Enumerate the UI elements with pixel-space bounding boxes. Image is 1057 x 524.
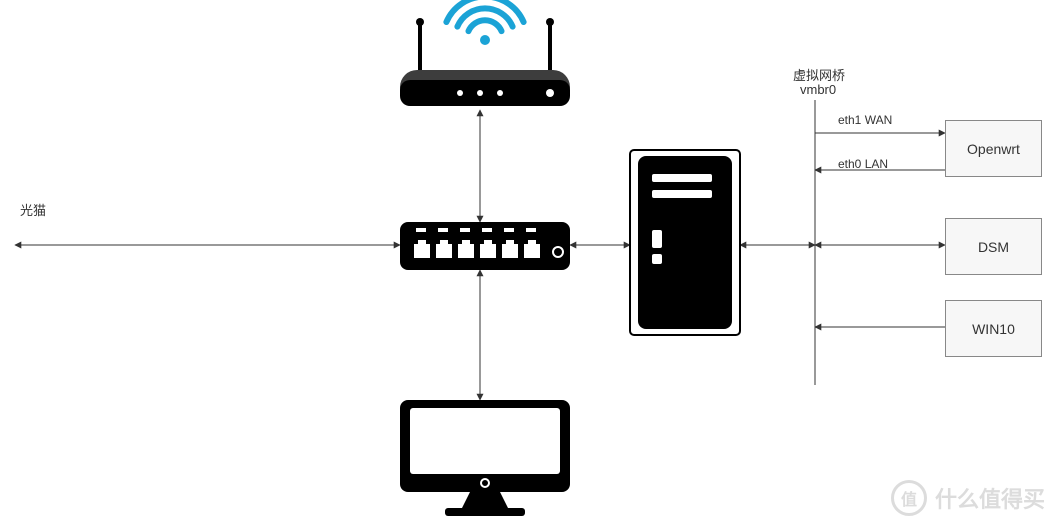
watermark-text: 什么值得买	[935, 482, 1045, 514]
watermark: 值 什么值得买	[891, 480, 1045, 516]
watermark-badge-icon: 值	[891, 480, 927, 516]
vm-label-dsm: DSM	[978, 239, 1009, 255]
vm-label-win10: WIN10	[972, 321, 1015, 337]
monitor-icon	[400, 400, 570, 516]
eth1-label: eth1 WAN	[838, 113, 892, 127]
tower-pc-icon	[630, 150, 740, 335]
bridge-title-2: vmbr0	[800, 82, 836, 97]
wireless-router-icon	[400, 0, 570, 106]
switch-icon	[400, 222, 570, 270]
vm-label-openwrt: Openwrt	[967, 141, 1020, 157]
vm-box-win10: WIN10	[945, 300, 1042, 357]
vm-box-openwrt: Openwrt	[945, 120, 1042, 177]
vm-box-dsm: DSM	[945, 218, 1042, 275]
modem-label: 光猫	[20, 200, 46, 219]
diagram-canvas	[0, 0, 1057, 524]
eth0-label: eth0 LAN	[838, 157, 888, 171]
